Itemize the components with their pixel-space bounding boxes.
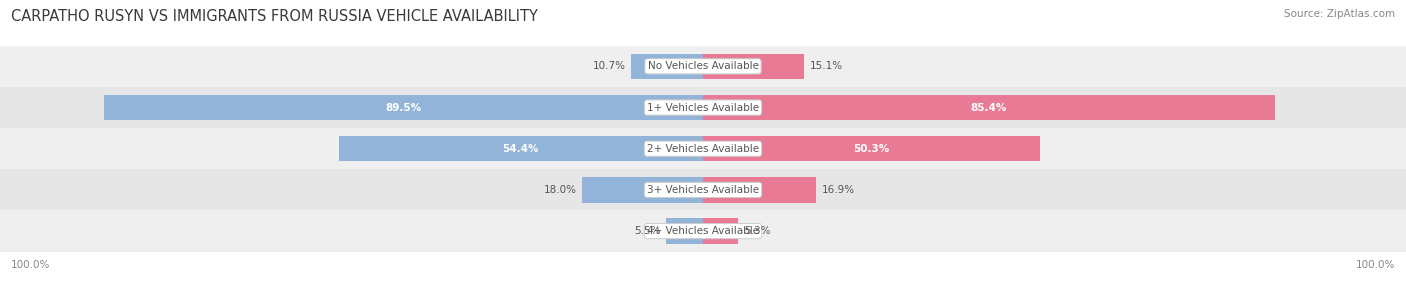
Text: 18.0%: 18.0%	[544, 185, 576, 195]
Bar	[703, 136, 1040, 162]
Bar	[0, 128, 1406, 169]
Bar	[631, 53, 703, 79]
Bar	[582, 177, 703, 203]
Bar	[339, 136, 703, 162]
Bar	[703, 177, 815, 203]
Text: 1+ Vehicles Available: 1+ Vehicles Available	[647, 103, 759, 112]
Text: 85.4%: 85.4%	[970, 103, 1007, 112]
Text: 15.1%: 15.1%	[810, 61, 842, 71]
Text: 5.3%: 5.3%	[744, 226, 770, 236]
Text: 54.4%: 54.4%	[502, 144, 538, 154]
Text: 89.5%: 89.5%	[385, 103, 422, 112]
Bar	[703, 53, 804, 79]
Text: CARPATHO RUSYN VS IMMIGRANTS FROM RUSSIA VEHICLE AVAILABILITY: CARPATHO RUSYN VS IMMIGRANTS FROM RUSSIA…	[11, 9, 538, 23]
Text: No Vehicles Available: No Vehicles Available	[648, 61, 758, 71]
Text: 4+ Vehicles Available: 4+ Vehicles Available	[647, 226, 759, 236]
Text: 3+ Vehicles Available: 3+ Vehicles Available	[647, 185, 759, 195]
Text: 10.7%: 10.7%	[593, 61, 626, 71]
Text: 50.3%: 50.3%	[853, 144, 890, 154]
Bar	[703, 95, 1275, 120]
Bar	[0, 210, 1406, 252]
Bar	[703, 218, 738, 244]
Text: 5.5%: 5.5%	[634, 226, 661, 236]
Bar	[104, 95, 703, 120]
Text: Source: ZipAtlas.com: Source: ZipAtlas.com	[1284, 9, 1395, 19]
Text: 100.0%: 100.0%	[1355, 260, 1395, 270]
Text: 100.0%: 100.0%	[11, 260, 51, 270]
Bar	[0, 46, 1406, 87]
Text: 16.9%: 16.9%	[821, 185, 855, 195]
Bar	[0, 87, 1406, 128]
Text: 2+ Vehicles Available: 2+ Vehicles Available	[647, 144, 759, 154]
Bar	[0, 169, 1406, 210]
Bar	[666, 218, 703, 244]
